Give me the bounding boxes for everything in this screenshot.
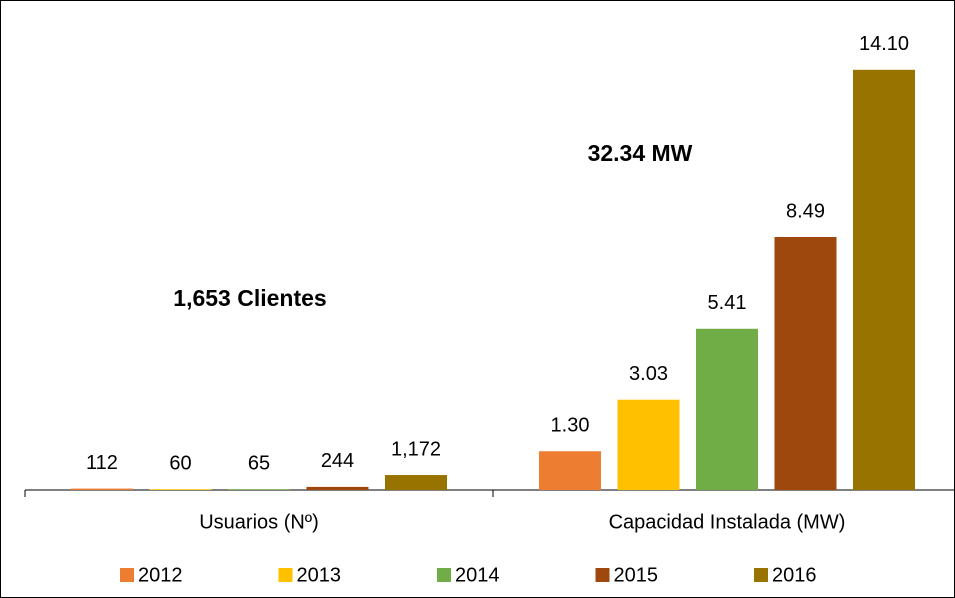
bar: [71, 488, 133, 490]
data-label: 244: [321, 450, 354, 472]
bar: [539, 451, 601, 490]
legend-swatch: [120, 568, 134, 582]
bar: [617, 399, 680, 490]
x-tick-label: Capacidad Instalada (MW): [609, 511, 846, 533]
legend-label: 2012: [138, 564, 183, 586]
bar: [149, 489, 212, 490]
data-label: 14.10: [859, 33, 909, 55]
annotation: 32.34 MW: [588, 140, 693, 166]
legend-swatch: [754, 568, 768, 582]
data-label: 65: [248, 452, 270, 474]
data-label: 5.41: [708, 292, 747, 314]
legend-swatch: [278, 568, 293, 582]
data-label: 1.30: [551, 415, 590, 437]
legend-swatch: [437, 568, 451, 582]
legend-label: 2015: [614, 564, 659, 586]
x-tick-label: Usuarios (Nº): [199, 511, 319, 533]
legend-label: 2016: [772, 564, 817, 586]
bar: [774, 236, 837, 490]
data-label: 8.49: [786, 200, 825, 222]
bar: [228, 489, 290, 490]
legend-label: 2014: [455, 564, 500, 586]
data-label: 1,172: [391, 438, 441, 460]
bar: [385, 475, 447, 490]
legend-swatch: [595, 568, 610, 582]
bar: [306, 486, 369, 490]
legend-label: 2013: [297, 564, 342, 586]
data-label: 112: [86, 452, 118, 474]
annotation: 1,653 Clientes: [173, 285, 326, 311]
bar: [853, 69, 915, 490]
bar: [696, 328, 758, 490]
data-label: 60: [169, 453, 191, 475]
data-label: 3.03: [629, 363, 668, 385]
